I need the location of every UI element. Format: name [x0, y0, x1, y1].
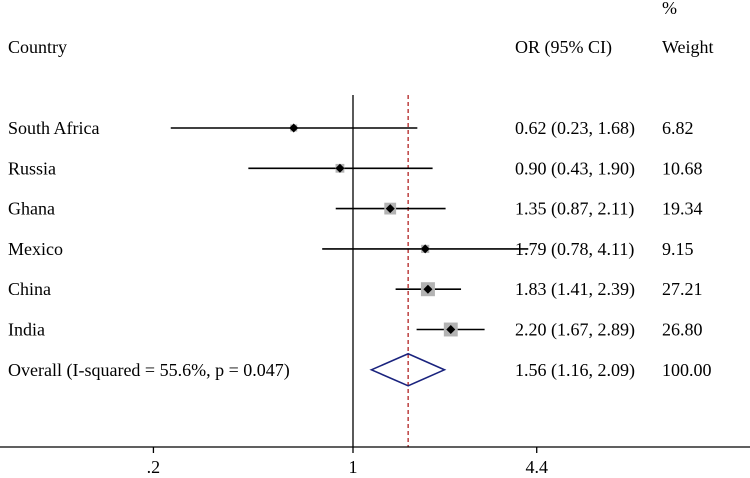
study-or-ci: 1.35 (0.87, 2.11) [515, 199, 634, 220]
study-label: Mexico [8, 239, 63, 259]
study-label: Russia [8, 158, 56, 178]
study-weight: 10.68 [662, 158, 703, 178]
study-weight: 6.82 [662, 118, 694, 138]
point-estimate [446, 325, 456, 334]
x-tick-label: 4.4 [525, 457, 548, 477]
point-estimate [420, 244, 430, 254]
study-or-ci: 2.20 (1.67, 2.89) [515, 320, 635, 341]
point-estimate [423, 284, 433, 294]
column-header-or: OR (95% CI) [515, 37, 612, 58]
study-or-ci: 1.79 (0.78, 4.11) [515, 239, 634, 260]
study-or-ci: 0.90 (0.43, 1.90) [515, 158, 635, 179]
study-weight: 27.21 [662, 279, 703, 299]
study-weight: 19.34 [662, 199, 703, 219]
x-tick-label: 1 [349, 457, 358, 477]
study-label: China [8, 279, 51, 299]
column-header-weight: Weight [662, 37, 714, 57]
point-estimate [289, 123, 299, 133]
overall-diamond [369, 352, 447, 387]
study-or-ci: 0.62 (0.23, 1.68) [515, 118, 635, 139]
x-tick-label: .2 [147, 457, 161, 477]
study-label: Ghana [8, 199, 55, 219]
overall-or-ci: 1.56 (1.16, 2.09) [515, 360, 635, 381]
plot-marks: South Africa 0.62 (0.23, 1.68) 6.82 Russia 0… [0, 95, 750, 477]
column-header-weight-pct: % [662, 0, 677, 18]
study-label: India [8, 320, 45, 340]
study-weight: 9.15 [662, 239, 694, 259]
point-estimate [385, 204, 395, 214]
column-header-country: Country [8, 37, 67, 57]
overall-label: Overall (I-squared = 55.6%, p = 0.047) [8, 360, 290, 381]
overall-weight: 100.00 [662, 360, 712, 380]
study-label: South Africa [8, 118, 100, 138]
point-estimate [335, 163, 345, 173]
study-or-ci: 1.83 (1.41, 2.39) [515, 279, 635, 300]
study-weight: 26.80 [662, 320, 703, 340]
